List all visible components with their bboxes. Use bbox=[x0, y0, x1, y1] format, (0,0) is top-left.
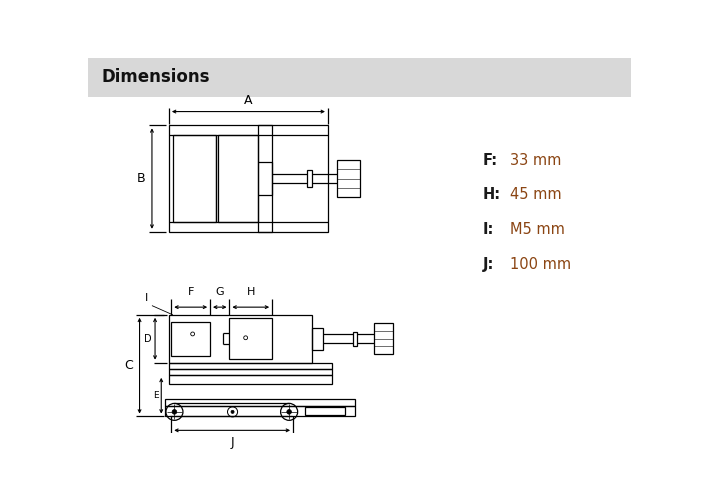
Text: J:: J: bbox=[483, 257, 494, 272]
Text: F: F bbox=[187, 287, 194, 297]
Bar bbox=[169, 369, 332, 375]
Bar bbox=[169, 375, 332, 384]
Text: 45 mm: 45 mm bbox=[510, 187, 562, 202]
Bar bbox=[165, 399, 355, 407]
Text: I:: I: bbox=[483, 222, 494, 237]
Text: 33 mm: 33 mm bbox=[510, 152, 562, 168]
Bar bbox=[307, 170, 313, 187]
Text: M5 mm: M5 mm bbox=[510, 222, 565, 237]
Bar bbox=[171, 321, 210, 356]
Text: J: J bbox=[231, 436, 234, 449]
Text: H: H bbox=[247, 287, 255, 297]
Circle shape bbox=[287, 410, 292, 414]
Bar bbox=[218, 135, 258, 223]
Bar bbox=[353, 332, 358, 346]
Circle shape bbox=[231, 411, 234, 413]
Text: C: C bbox=[125, 359, 133, 372]
Bar bbox=[313, 328, 323, 350]
Bar bbox=[337, 160, 360, 197]
Bar bbox=[258, 126, 272, 232]
Bar bbox=[229, 318, 272, 359]
Bar bbox=[169, 363, 332, 369]
Text: E: E bbox=[154, 391, 159, 400]
Bar bbox=[173, 135, 215, 223]
Bar bbox=[305, 407, 345, 415]
Bar bbox=[169, 126, 328, 232]
Bar bbox=[374, 323, 393, 354]
Text: A: A bbox=[244, 94, 252, 107]
Bar bbox=[165, 407, 355, 416]
Text: B: B bbox=[137, 172, 145, 185]
Text: 100 mm: 100 mm bbox=[510, 257, 571, 272]
Bar bbox=[169, 315, 313, 363]
Text: Dimensions: Dimensions bbox=[102, 68, 210, 86]
Text: G: G bbox=[215, 287, 224, 297]
Text: I: I bbox=[145, 293, 148, 303]
Text: D: D bbox=[144, 334, 151, 344]
Bar bbox=[88, 58, 631, 97]
Text: F:: F: bbox=[483, 152, 498, 168]
Text: H:: H: bbox=[483, 187, 501, 202]
Circle shape bbox=[172, 410, 177, 414]
